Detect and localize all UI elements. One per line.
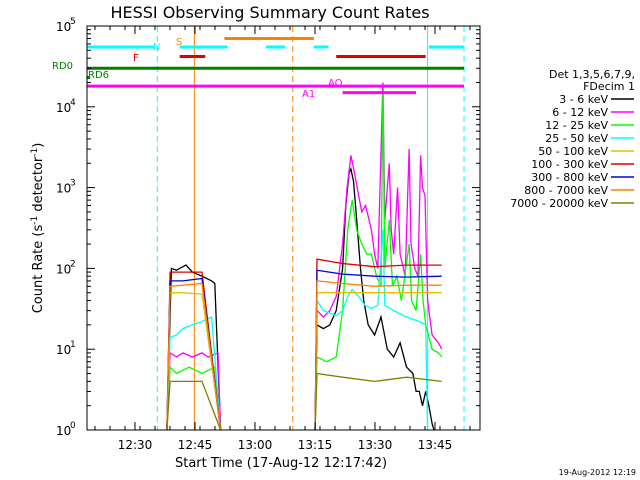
x-tick-label: 12:30 xyxy=(118,438,153,452)
x-tick-label: 13:15 xyxy=(298,438,333,452)
x-tick-label: 13:00 xyxy=(238,438,273,452)
plot-frame xyxy=(86,25,481,431)
series-line-7000to20000keV xyxy=(314,372,442,431)
legend-entry-label: 12 - 25 keV xyxy=(545,119,608,132)
series-line-25to50keV xyxy=(166,316,222,431)
series-layer xyxy=(156,26,465,431)
y-axis-label-sup2: -1 xyxy=(30,148,40,157)
axes-layer xyxy=(86,25,634,431)
y-tick-label-exp: 1 xyxy=(70,340,76,350)
y-tick-label-base: 10 xyxy=(56,182,71,196)
legend-header: FDecim 1 xyxy=(583,80,635,93)
legend-entry-label: 7000 - 20000 keV xyxy=(510,197,608,210)
footer-timestamp: 19-Aug-2012 12:19 xyxy=(559,468,636,477)
flag-label-n: N xyxy=(153,42,160,53)
x-tick-label: 13:45 xyxy=(418,438,453,452)
legend-entry-label: 6 - 12 keV xyxy=(552,106,608,119)
y-axis-label: Count Rate (s-1 detector-1) xyxy=(30,143,46,314)
flag-label-a1: A1 xyxy=(302,89,315,100)
flag-label-f: F xyxy=(133,53,139,64)
y-tick-label-base: 10 xyxy=(56,424,71,438)
y-tick-label-exp: 4 xyxy=(70,98,76,108)
series-line-12to25keV xyxy=(166,365,222,431)
y-tick-label-base: 10 xyxy=(56,20,71,34)
flag-label-s: S xyxy=(176,37,182,48)
flags-layer xyxy=(87,37,465,95)
y-tick-label-base: 10 xyxy=(56,262,71,276)
y-tick-label-base: 10 xyxy=(56,101,71,115)
y-tick-label-exp: 0 xyxy=(70,421,76,431)
y-axis-label-end: ) xyxy=(31,143,46,148)
legend-entry-label: 50 - 100 keV xyxy=(538,145,608,158)
legend-entry-label: 3 - 6 keV xyxy=(559,93,608,106)
legend-entry-label: 100 - 300 keV xyxy=(531,158,608,171)
y-tick-label-exp: 5 xyxy=(70,17,76,27)
y-axis-label-main: Count Rate (s xyxy=(31,225,46,314)
y-tick-label-base: 10 xyxy=(56,343,71,357)
x-tick-label: 12:45 xyxy=(178,438,213,452)
series-line-3to6keV xyxy=(314,166,435,431)
flag-label-rd6: RD6 xyxy=(88,70,109,81)
legend-entry-label: 300 - 800 keV xyxy=(531,171,608,184)
flag-label-ao: AO xyxy=(328,78,343,89)
series-line-800to7000keV xyxy=(314,280,442,431)
series-line-7000to20000keV xyxy=(166,380,222,431)
series-line-12to25keV xyxy=(314,92,443,431)
y-axis-label-mid: detector xyxy=(31,156,46,216)
series-line-50to100keV xyxy=(314,292,442,431)
x-tick-label: 13:30 xyxy=(358,438,393,452)
series-line-6to12keV xyxy=(314,82,443,431)
flag-label-rd0: RD0 xyxy=(52,61,73,72)
chart-title: HESSI Observing Summary Count Rates xyxy=(110,3,429,22)
y-tick-label-exp: 3 xyxy=(70,179,76,189)
series-line-25to50keV xyxy=(314,229,429,431)
legend-entry-label: 25 - 50 keV xyxy=(545,132,608,145)
series-line-3to6keV xyxy=(166,264,222,431)
y-axis-label-sup1: -1 xyxy=(30,216,40,225)
series-line-800to7000keV xyxy=(166,282,222,431)
legend-header: Det 1,3,5,6,7,9, xyxy=(549,68,635,81)
text-layer: HESSI Observing Summary Count Rates Star… xyxy=(30,3,636,477)
x-axis-label: Start Time (17-Aug-12 12:17:42) xyxy=(175,456,387,471)
legend-entry-label: 800 - 7000 keV xyxy=(524,184,608,197)
y-tick-label-exp: 2 xyxy=(70,259,76,269)
series-line-100to300keV xyxy=(166,271,222,431)
